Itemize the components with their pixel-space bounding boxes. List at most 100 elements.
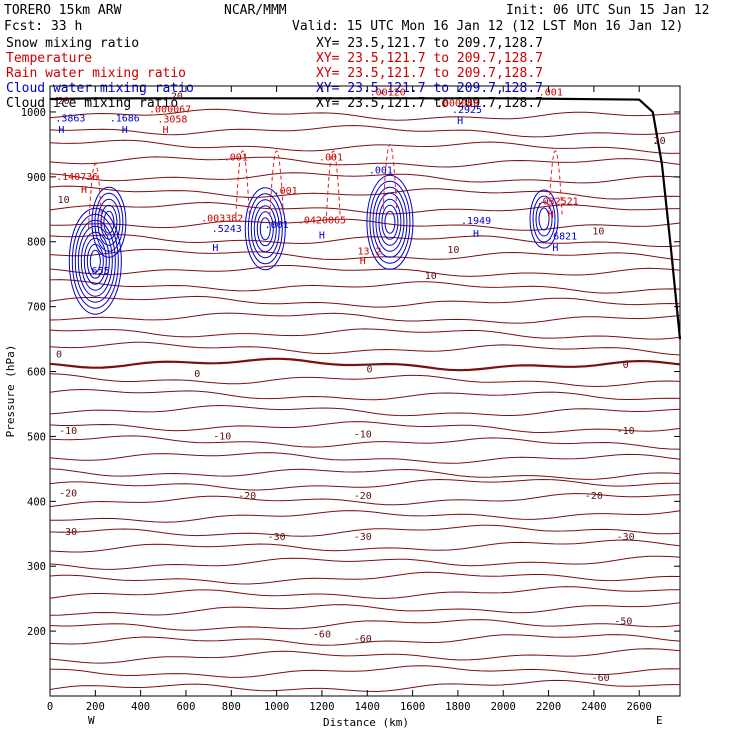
rain-water-contour [269, 150, 284, 216]
isotherm [49, 539, 681, 553]
rain-water-contour [88, 163, 103, 229]
maximum-label: H [81, 185, 87, 196]
legend-field-name: Cloud ice mixing ratio [6, 96, 178, 111]
cloud-water-contour [384, 210, 396, 234]
legend-field-name: Cloud water mixing ratio [6, 81, 194, 96]
isotherm [49, 218, 681, 231]
maximum-label: .0420065 [298, 215, 346, 226]
isotherm [49, 328, 681, 340]
y-tick-label: 400 [27, 496, 46, 508]
maximum-label: .3863 [55, 113, 85, 124]
maximum-label: H [212, 243, 218, 254]
y-tick-label: 1000 [21, 107, 46, 119]
x-tick-label: 1600 [400, 701, 425, 713]
isotherm [49, 373, 681, 388]
x-tick-label: 2000 [491, 701, 516, 713]
isotherm [49, 295, 681, 308]
temperature-label: -30 [268, 532, 286, 543]
x-axis-label: Distance (km) [323, 716, 409, 729]
maximum-label: .6821 [547, 232, 577, 243]
isotherm [49, 452, 681, 464]
temperature-label: -30 [354, 532, 372, 543]
temperature-label: 20 [654, 136, 666, 147]
temperature-label: -60 [592, 673, 610, 684]
maximum-label: .1949 [461, 216, 491, 227]
isotherm [49, 571, 681, 585]
isotherm [49, 341, 681, 356]
maximum-label: H [457, 116, 463, 127]
maximum-label: .5243 [212, 224, 242, 235]
rain-water-contour [548, 150, 563, 216]
y-tick-label: 200 [27, 626, 46, 638]
isotherm [49, 312, 681, 324]
cloud-water-contours [68, 174, 559, 315]
y-axis-label: Pressure (hPa) [4, 345, 17, 438]
isotherm [49, 435, 681, 450]
maximum-label: .001 [369, 165, 393, 176]
cloud-water-contour [250, 199, 280, 259]
plot-frame [49, 85, 681, 697]
legend-field-xy: XY= 23.5,121.7 to 209.7,128.7 [316, 81, 543, 96]
maximum-label: .001 [265, 220, 289, 231]
cloud-water-contour [80, 231, 110, 291]
maximum-label: H [548, 209, 554, 220]
x-tick-label: 400 [131, 701, 150, 713]
x-tick-label: 2600 [627, 701, 652, 713]
cloud-water-contour [366, 174, 414, 270]
isotherm [49, 156, 681, 168]
legend-field-xy: XY= 23.5,121.7 to 209.7,128.7 [316, 96, 543, 111]
maximum-label: H [552, 243, 558, 254]
x-tick-label: 800 [222, 701, 241, 713]
isotherm [49, 648, 681, 664]
temperature-label: -20 [354, 491, 372, 502]
maximum-label: .00120 [370, 87, 406, 98]
cloud-water-contour [103, 210, 115, 234]
isotherm [49, 265, 681, 277]
y-tick-label: 900 [27, 172, 46, 184]
cloud-water-contour [375, 192, 405, 252]
y-tick-label: 600 [27, 367, 46, 379]
isotherm [49, 234, 681, 247]
cloud-water-contour [253, 205, 277, 253]
isotherm [49, 619, 681, 631]
cloud-water-contour [381, 204, 399, 240]
terrain-line [49, 97, 682, 340]
cloud-water-contour [369, 180, 411, 264]
x-tick-label: 2200 [536, 701, 561, 713]
temperature-label: -10 [213, 431, 231, 442]
y-tick-label: 700 [27, 302, 46, 314]
x-tick-label: 1800 [445, 701, 470, 713]
temperature-contours [49, 108, 681, 693]
maximum-label: .3058 [157, 115, 187, 126]
legend-field-name: Snow mixing ratio [6, 36, 139, 51]
cloud-water-contour [535, 201, 553, 237]
temperature-label: 20 [171, 91, 183, 102]
maximum-label: H [163, 125, 169, 136]
x-tick-label: 0 [47, 701, 53, 713]
forecast-hour: Fcst: 33 h [4, 19, 82, 34]
isotherm [49, 555, 681, 570]
isotherm [49, 421, 681, 434]
temperature-label: 10 [425, 271, 437, 282]
x-end-right: E [656, 714, 663, 727]
axis-ticks: 0 200 400 600 800 1000 1200 1400 1600 1800 2000 220… [21, 86, 680, 713]
temperature-label: -20 [59, 489, 77, 500]
temperature-label: -60 [354, 634, 372, 645]
isotherm [49, 185, 681, 200]
cloud-water-contour [244, 187, 286, 271]
temperature-label: -60 [313, 629, 331, 640]
init-time: Init: 06 UTC Sun 15 Jan 12 [506, 3, 710, 18]
terrain [49, 97, 682, 340]
maximum-label: .001 [274, 186, 298, 197]
rain-water-contours [88, 143, 563, 229]
maximum-label: H [122, 125, 128, 136]
y-tick-label: 300 [27, 561, 46, 573]
cloud-water-contour [97, 198, 121, 246]
rain-water-contour [325, 150, 341, 216]
cloud-water-contour [83, 237, 107, 285]
legend-field-name: Rain water mixing ratio [6, 66, 186, 81]
cloud-water-contour [94, 192, 124, 252]
temperature-label: -50 [614, 616, 632, 627]
x-tick-label: 2400 [581, 701, 606, 713]
